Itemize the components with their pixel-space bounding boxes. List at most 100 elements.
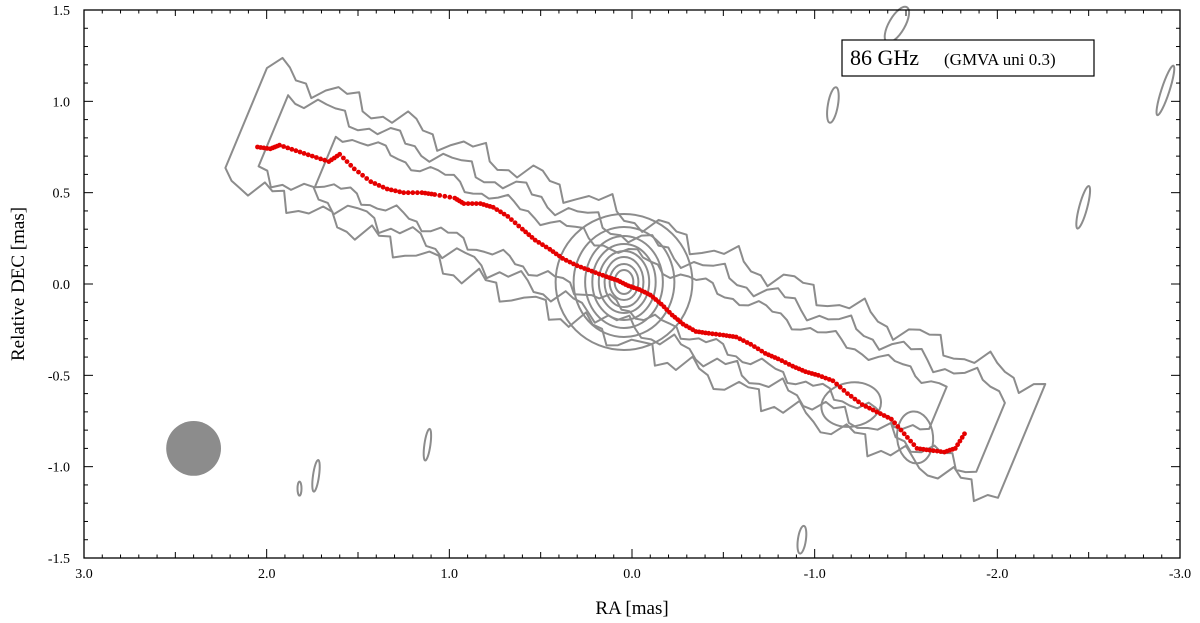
ridge-point	[892, 420, 897, 426]
ridge-point	[815, 372, 821, 378]
ridge-point	[297, 149, 303, 155]
ridge-point	[752, 344, 757, 349]
ridge-point	[281, 144, 286, 149]
annotation-detail: (GMVA uni 0.3)	[944, 50, 1056, 69]
x-axis-label: RA [mas]	[595, 598, 668, 619]
ridge-point	[885, 414, 891, 420]
ridge-point	[364, 176, 370, 181]
ridge-point	[867, 405, 872, 411]
ridge-point	[826, 377, 832, 382]
ridge-point	[380, 184, 386, 190]
ridge-point	[337, 151, 343, 157]
ridge-point	[505, 214, 511, 219]
ridge-point	[578, 264, 584, 270]
ridge-point	[560, 256, 565, 261]
noise-contour	[296, 480, 303, 497]
ridge-point	[401, 190, 407, 196]
ridge-point	[473, 201, 479, 207]
ridge-point	[567, 259, 573, 265]
ridge-point	[526, 232, 532, 238]
ridge-point	[348, 162, 354, 168]
contour-inner	[313, 135, 948, 431]
ridge-point	[596, 271, 602, 277]
ridge-point	[415, 190, 420, 196]
ridge-point	[600, 272, 606, 278]
y-tick-label: 1.5	[53, 4, 71, 19]
ridge-point	[523, 229, 528, 235]
ridge-point	[437, 193, 443, 198]
beam-ellipse	[166, 421, 222, 476]
ridge-point	[494, 207, 500, 213]
plot-area	[166, 5, 1176, 555]
ridge-point	[344, 159, 350, 165]
y-axis-label: Relative DEC [mas]	[8, 207, 29, 361]
ridge-point	[289, 146, 295, 152]
ridge-point	[713, 331, 719, 337]
ridge-point	[490, 204, 496, 210]
ridge-point	[540, 242, 545, 248]
ridge-point	[571, 261, 576, 267]
ridge-point	[863, 404, 869, 409]
ridge-point	[959, 435, 965, 440]
ridge-point	[318, 156, 323, 162]
ridge-point	[563, 257, 569, 263]
ridge-point	[432, 192, 438, 197]
ridge-point	[309, 153, 315, 159]
ridge-point	[706, 330, 712, 336]
ridge-point	[543, 244, 549, 250]
ridge-point	[934, 448, 940, 454]
ridge-point	[733, 334, 739, 340]
core-contour	[554, 213, 694, 351]
ridge-point	[582, 266, 587, 271]
ridge-point	[509, 217, 514, 223]
ridge-point	[301, 151, 307, 156]
ridge-point	[779, 358, 785, 364]
y-tick-label: 0.0	[53, 278, 71, 293]
ridge-point	[285, 145, 291, 151]
core-contour	[597, 250, 651, 314]
ridge-point	[852, 396, 858, 402]
ridge-point	[881, 413, 887, 418]
ridge-point	[841, 388, 847, 393]
annotation-frequency: 86 GHz	[850, 45, 919, 70]
ridge-point	[931, 448, 936, 454]
ridge-point	[737, 336, 743, 342]
ridge-point	[819, 374, 825, 380]
ridge-point	[755, 346, 761, 352]
noise-contour	[796, 524, 808, 555]
ridge-point	[393, 188, 398, 194]
noise-contour	[311, 458, 321, 493]
ridge-point	[830, 378, 836, 384]
ridge-point	[955, 442, 960, 448]
ridge-point	[372, 181, 378, 186]
y-tick-label: -0.5	[48, 369, 70, 384]
x-tick-label: 2.0	[258, 567, 276, 582]
ridge-point	[856, 399, 861, 405]
ridge-point	[859, 402, 865, 407]
x-tick-label: 0.0	[623, 567, 641, 582]
frequency-annotation: 86 GHz (GMVA uni 0.3)	[841, 39, 1095, 77]
ridge-point	[461, 201, 467, 207]
ridge-point	[322, 157, 328, 163]
ridge-point	[356, 169, 361, 175]
core-contour	[613, 269, 635, 295]
ridge-point	[717, 332, 723, 338]
ridge-point	[927, 447, 933, 453]
ridge-point	[501, 211, 507, 217]
ridge-point	[447, 194, 453, 200]
ridge-point	[314, 155, 319, 160]
noise-contour	[422, 427, 433, 462]
ridge-point	[837, 384, 843, 390]
ridge-point	[529, 235, 535, 240]
y-tick-label: -1.0	[48, 461, 70, 476]
ridge-point	[532, 237, 538, 243]
ridge-point	[962, 431, 967, 437]
core-contour	[591, 243, 657, 321]
ridge-point	[341, 155, 346, 161]
noise-contour	[826, 86, 840, 124]
core-contour	[608, 263, 640, 301]
plot-frame	[83, 9, 1181, 559]
ridge-point	[911, 442, 917, 448]
ridge-point	[775, 356, 781, 362]
ridge-point	[442, 193, 448, 199]
